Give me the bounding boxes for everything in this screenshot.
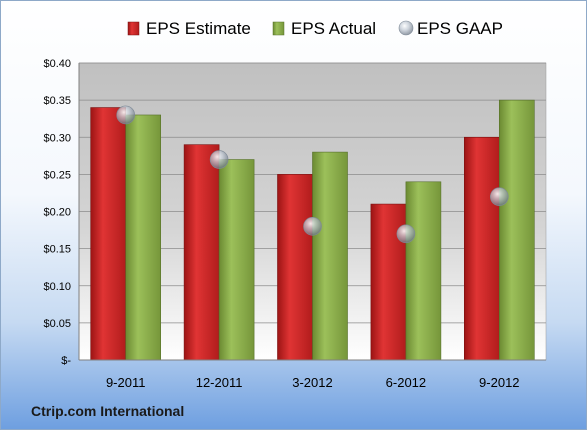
bar-eps-actual xyxy=(312,151,348,361)
y-axis: $- $0.05 $0.10 $0.15 $0.20 $0.25 $0.30 $0.35 $0.… xyxy=(43,58,80,367)
y-tick-label: $0.10 xyxy=(43,281,71,293)
y-tick-label: $0.30 xyxy=(43,132,71,144)
legend-label-eps-gaap: EPS GAAP xyxy=(417,19,503,38)
legend-swatch-eps-estimate xyxy=(127,21,140,36)
x-tick-label: 6-2012 xyxy=(386,375,426,390)
bar-eps-estimate xyxy=(90,107,126,361)
x-tick-label: 9-2012 xyxy=(479,375,519,390)
legend-label-eps-actual: EPS Actual xyxy=(291,19,376,38)
x-axis: 9-2011 12-2011 3-2012 6-2012 9-2012 xyxy=(79,359,546,390)
bar-eps-estimate xyxy=(183,144,220,361)
legend-label-eps-estimate: EPS Estimate xyxy=(146,19,251,38)
y-tick-label: $0.05 xyxy=(43,318,71,330)
bar-eps-actual xyxy=(498,99,535,361)
bar-eps-actual xyxy=(218,159,255,361)
y-tick-label: $0.35 xyxy=(43,95,71,107)
bar-eps-estimate xyxy=(277,174,313,361)
marker-eps-gaap xyxy=(303,217,322,236)
y-tick-label: $0.25 xyxy=(43,169,71,181)
bar-eps-actual xyxy=(125,114,161,361)
marker-eps-gaap xyxy=(116,105,135,125)
y-tick-label: $0.15 xyxy=(43,244,71,256)
legend-swatch-eps-gaap xyxy=(398,20,414,36)
y-tick-label: $0.20 xyxy=(43,207,71,219)
y-tick-label: $- xyxy=(61,355,71,367)
bar-eps-actual xyxy=(405,181,442,361)
bar-eps-estimate xyxy=(463,136,500,361)
y-tick-label: $0.40 xyxy=(43,58,71,70)
marker-eps-gaap xyxy=(209,150,229,169)
gaap-markers xyxy=(116,105,509,244)
x-tick-label: 12-2011 xyxy=(196,375,243,390)
marker-eps-gaap xyxy=(396,224,416,244)
x-tick-label: 9-2011 xyxy=(106,375,146,390)
legend: EPS Estimate EPS Actual EPS GAAP xyxy=(127,19,503,38)
marker-eps-gaap xyxy=(489,187,509,206)
legend-swatch-eps-actual xyxy=(272,21,285,36)
x-tick-label: 3-2012 xyxy=(292,375,332,390)
company-name: Ctrip.com International xyxy=(31,403,185,419)
